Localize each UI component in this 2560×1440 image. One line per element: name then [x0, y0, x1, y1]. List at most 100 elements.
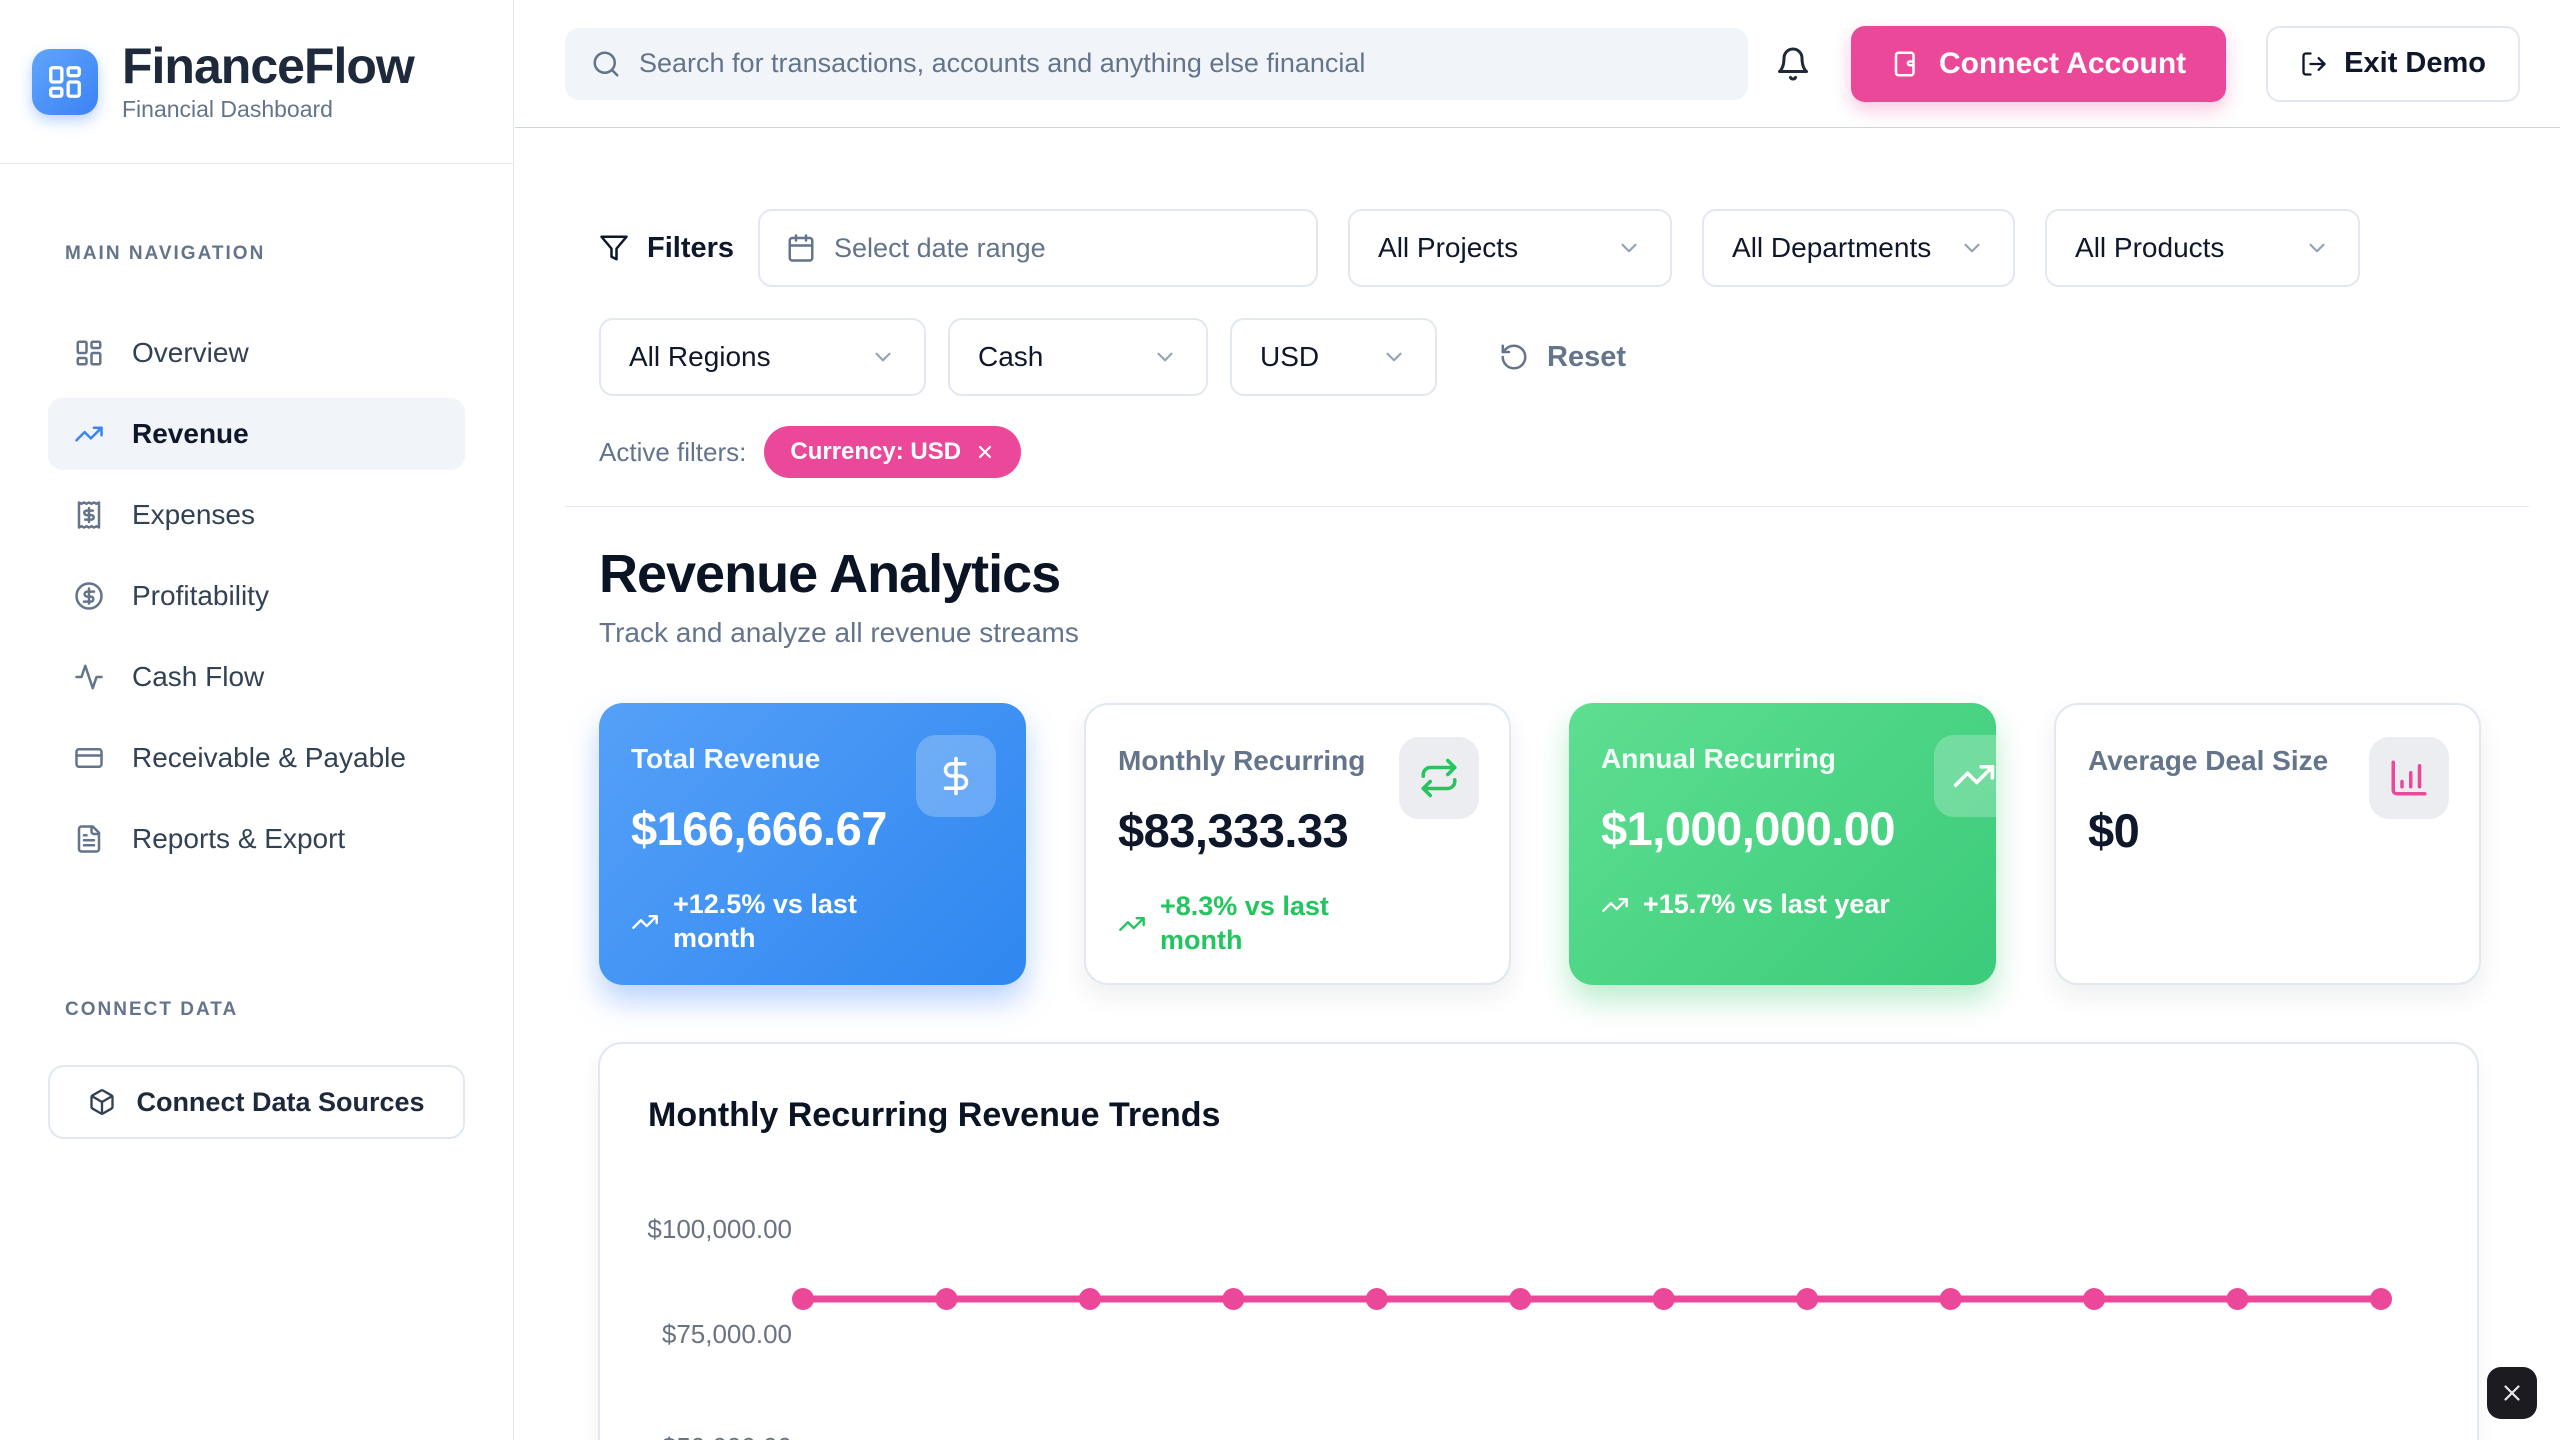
kpi-value: $1,000,000.00 — [1601, 802, 1896, 855]
global-search[interactable] — [565, 27, 1748, 100]
box-icon — [88, 1088, 116, 1116]
kpi-value: $83,333.33 — [1118, 804, 1349, 857]
app-subtitle: Financial Dashboard — [122, 96, 333, 123]
receipt-icon — [74, 500, 104, 530]
mrr-trends-card: Monthly Recurring Revenue Trends $100,00… — [598, 1042, 2479, 1440]
brand: FinanceFlow Financial Dashboard — [0, 0, 513, 164]
kpi-change: +12.5% vs last month — [631, 888, 994, 956]
sidebar-item-cash-flow[interactable]: Cash Flow — [48, 641, 465, 713]
credit-card-icon — [74, 743, 104, 773]
regions-dropdown[interactable]: All Regions — [599, 318, 926, 396]
kpi-value: $0 — [2088, 804, 2140, 857]
file-text-icon — [74, 824, 104, 854]
sidebar-item-overview[interactable]: Overview — [48, 317, 465, 389]
close-icon — [975, 442, 995, 462]
connect-data-sources-button[interactable]: Connect Data Sources — [48, 1065, 465, 1139]
trending-up-icon — [1934, 735, 1996, 817]
date-range-field[interactable] — [758, 209, 1319, 287]
sidebar-item-label: Overview — [132, 337, 249, 368]
chart-title: Monthly Recurring Revenue Trends — [648, 1096, 1221, 1134]
connect-account-button[interactable]: Connect Account — [1850, 25, 2227, 102]
sidebar-item-receivable-payable[interactable]: Receivable & Payable — [48, 722, 465, 794]
close-icon — [2499, 1380, 2525, 1406]
repeat-icon — [1399, 737, 1479, 819]
currency-dropdown[interactable]: USD — [1230, 318, 1437, 396]
exit-demo-button[interactable]: Exit Demo — [2266, 25, 2520, 102]
sidebar-item-label: Revenue — [132, 418, 249, 449]
products-dropdown[interactable]: All Products — [2045, 209, 2361, 287]
remove-filter-button[interactable] — [975, 442, 995, 462]
search-icon — [591, 49, 621, 79]
page-title: Revenue Analytics — [599, 544, 1061, 604]
kpi-card-total-revenue: Total Revenue $166,666.67 +12.5% vs last… — [599, 703, 1026, 985]
active-filter-chip-currency: Currency: USD — [764, 426, 1022, 478]
kpi-change: +15.7% vs last year — [1601, 888, 1964, 922]
bar-chart-icon — [2369, 737, 2449, 819]
sidebar-item-revenue[interactable]: Revenue — [48, 398, 465, 470]
kpi-card-average-deal-size: Average Deal Size $0 — [2054, 703, 2481, 985]
sidebar-item-label: Reports & Export — [132, 823, 346, 854]
trending-up-icon — [74, 419, 104, 449]
y-axis-tick: $75,000.00 — [661, 1319, 792, 1349]
notifications-button[interactable] — [1775, 46, 1811, 82]
sidebar-item-label: Expenses — [132, 499, 255, 530]
sidebar-item-label: Receivable & Payable — [132, 742, 406, 773]
sidebar: FinanceFlow Financial Dashboard MAIN NAV… — [0, 0, 514, 1440]
projects-dropdown[interactable]: All Projects — [1348, 209, 1673, 287]
departments-dropdown[interactable]: All Departments — [1702, 209, 2016, 287]
app-title: FinanceFlow — [122, 37, 415, 94]
chevron-down-icon — [2304, 235, 2330, 261]
connect-data-section-label: CONNECT DATA — [65, 999, 239, 1020]
layout-dashboard-icon — [46, 63, 84, 101]
chevron-down-icon — [870, 344, 896, 370]
kpi-change: +8.3% vs last month — [1118, 890, 1477, 958]
kpi-card-annual-recurring: Annual Recurring $1,000,000.00 +15.7% vs… — [1569, 703, 1996, 985]
kpi-value: $166,666.67 — [631, 802, 887, 855]
mrr-line-chart[interactable] — [600, 1044, 2477, 1440]
sidebar-item-label: Profitability — [132, 580, 269, 611]
app-logo — [32, 48, 98, 115]
sidebar-item-profitability[interactable]: Profitability — [48, 560, 465, 632]
dollar-sign-icon — [916, 735, 996, 817]
kpi-cards: Total Revenue $166,666.67 +12.5% vs last… — [599, 703, 2560, 985]
kpi-label: Total Revenue — [631, 743, 821, 774]
topbar: Connect Account Exit Demo — [515, 0, 2560, 128]
kpi-card-monthly-recurring: Monthly Recurring $83,333.33 +8.3% vs la… — [1084, 703, 1511, 985]
calendar-icon — [786, 233, 816, 263]
trending-up-icon — [631, 908, 659, 936]
active-filters-label: Active filters: — [599, 436, 747, 467]
sidebar-item-label: Cash Flow — [132, 661, 265, 692]
sidebar-item-reports-export[interactable]: Reports & Export — [48, 803, 465, 875]
y-axis-tick: $100,000.00 — [647, 1214, 792, 1244]
chevron-down-icon — [1152, 344, 1178, 370]
wallet-icon — [1891, 49, 1921, 79]
bell-icon — [1775, 46, 1811, 82]
main-navigation: MAIN NAVIGATION Overview Revenue Expense… — [0, 164, 513, 1139]
nav-section-label: MAIN NAVIGATION — [65, 243, 266, 264]
search-input[interactable] — [639, 48, 1722, 79]
trending-up-icon — [1601, 891, 1629, 919]
kpi-label: Annual Recurring — [1601, 743, 1836, 774]
demo-close-button[interactable] — [2487, 1367, 2537, 1419]
circle-dollar-icon — [74, 581, 104, 611]
layout-dashboard-icon — [74, 338, 104, 368]
filter-funnel-icon — [599, 233, 629, 263]
payment-type-dropdown[interactable]: Cash — [948, 318, 1208, 396]
rotate-ccw-icon — [1499, 342, 1529, 372]
kpi-label: Average Deal Size — [2088, 745, 2329, 776]
sidebar-item-expenses[interactable]: Expenses — [48, 479, 465, 551]
reset-filters-button[interactable]: Reset — [1499, 341, 1626, 374]
filters-title: Filters — [599, 232, 734, 265]
section-divider — [565, 506, 2529, 507]
trending-up-icon — [1118, 910, 1146, 938]
filters-bar: Filters All Projects All Departments All… — [599, 209, 2560, 478]
page-subtitle: Track and analyze all revenue streams — [599, 617, 1079, 648]
chevron-down-icon — [1616, 235, 1642, 261]
log-out-icon — [2300, 50, 2328, 78]
chevron-down-icon — [1959, 235, 1985, 261]
date-range-input[interactable] — [834, 232, 1291, 264]
y-axis-tick: $50,000.00 — [642, 1432, 792, 1440]
kpi-label: Monthly Recurring — [1118, 745, 1366, 776]
activity-icon — [74, 662, 104, 692]
main-content: Filters All Projects All Departments All… — [515, 129, 2560, 1440]
